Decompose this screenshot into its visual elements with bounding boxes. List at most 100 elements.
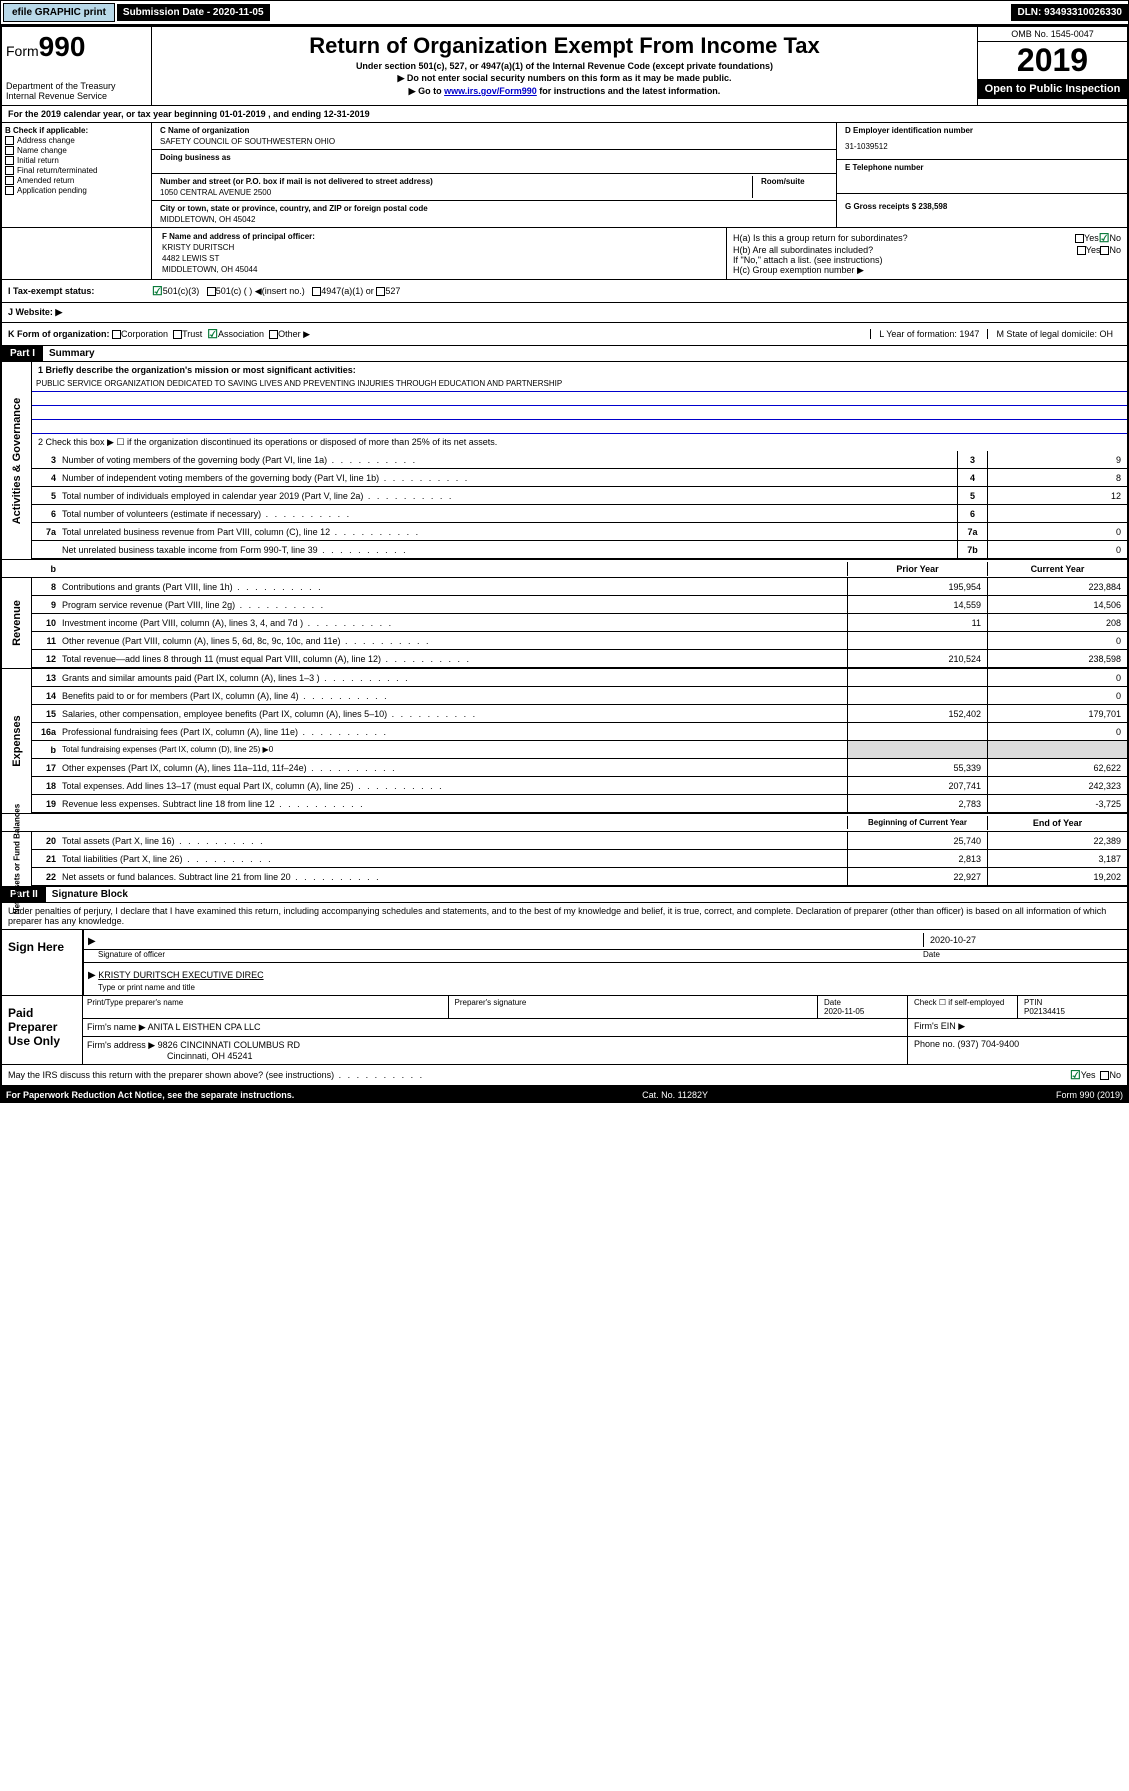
line2: 2 Check this box ▶ ☐ if the organization… — [32, 434, 1127, 451]
hb-yes-checkbox[interactable] — [1077, 246, 1086, 255]
line-current: 19,202 — [987, 868, 1127, 885]
efile-print-button[interactable]: efile GRAPHIC print — [3, 3, 115, 22]
opt-corp: Corporation — [121, 329, 168, 339]
tax-year-line: For the 2019 calendar year, or tax year … — [2, 106, 1127, 123]
line-text: Total number of individuals employed in … — [62, 489, 957, 503]
line-box: 7b — [957, 541, 987, 558]
footer-form: Form 990 (2019) — [1056, 1090, 1123, 1100]
hb-no-checkbox[interactable] — [1100, 246, 1109, 255]
label-amended: Amended return — [17, 176, 74, 185]
sig-date-label: Date — [923, 950, 1123, 959]
line-box: 3 — [957, 451, 987, 468]
checkbox-final-return[interactable] — [5, 166, 14, 175]
ptin-value: P02134415 — [1024, 1007, 1121, 1016]
col-current-year: Current Year — [987, 562, 1127, 576]
line-num: 11 — [32, 636, 62, 646]
checkbox-app-pending[interactable] — [5, 186, 14, 195]
line-text: Number of independent voting members of … — [62, 471, 957, 485]
label-initial-return: Initial return — [17, 156, 59, 165]
line-value: 12 — [987, 487, 1127, 504]
org-name-label: C Name of organization — [156, 125, 832, 136]
line-prior: 195,954 — [847, 578, 987, 595]
line-box: 7a — [957, 523, 987, 540]
opt-4947: 4947(a)(1) or — [321, 286, 374, 296]
sig-name-value: KRISTY DURITSCH EXECUTIVE DIREC — [98, 970, 263, 980]
line-text: Total expenses. Add lines 13–17 (must eq… — [62, 779, 847, 793]
ha-no: No — [1109, 233, 1121, 243]
line-text: Total assets (Part X, line 16) — [62, 834, 847, 848]
discuss-no-checkbox[interactable] — [1100, 1071, 1109, 1080]
line-num: 4 — [32, 473, 62, 483]
opt-501c-checkbox[interactable] — [207, 287, 216, 296]
label-final-return: Final return/terminated — [17, 166, 97, 175]
line-current: 242,323 — [987, 777, 1127, 794]
form-label: Form — [6, 43, 39, 59]
sig-arrow-2: ▶ — [88, 970, 96, 981]
line-current: 3,187 — [987, 850, 1127, 867]
line-num: 18 — [32, 781, 62, 791]
box-b-header: B Check if applicable: — [5, 126, 148, 135]
line-current: 14,506 — [987, 596, 1127, 613]
line-text: Total number of volunteers (estimate if … — [62, 507, 957, 521]
two-col-line: 12 Total revenue—add lines 8 through 11 … — [32, 650, 1127, 668]
firm-name-value: ANITA L EISTHEN CPA LLC — [148, 1022, 261, 1032]
irs-link[interactable]: www.irs.gov/Form990 — [444, 86, 537, 96]
perjury-statement: Under penalties of perjury, I declare th… — [2, 903, 1127, 930]
corp-checkbox[interactable] — [112, 330, 121, 339]
opt-4947-checkbox[interactable] — [312, 287, 321, 296]
two-col-line: 20 Total assets (Part X, line 16) 25,740… — [32, 832, 1127, 850]
form-number: 990 — [39, 31, 86, 62]
form-header: Form990 Department of the Treasury Inter… — [2, 27, 1127, 106]
line-num: 3 — [32, 455, 62, 465]
checkbox-address-change[interactable] — [5, 136, 14, 145]
two-col-line: b Total fundraising expenses (Part IX, c… — [32, 741, 1127, 759]
hb-no: No — [1109, 245, 1121, 255]
prep-date-label: Date — [824, 998, 901, 1007]
two-col-line: 21 Total liabilities (Part X, line 26) 2… — [32, 850, 1127, 868]
firm-city-value: Cincinnati, OH 45241 — [87, 1051, 253, 1061]
line-text: Net unrelated business taxable income fr… — [62, 543, 957, 557]
line-text: Program service revenue (Part VIII, line… — [62, 598, 847, 612]
ein-label: D Employer identification number — [841, 125, 1123, 136]
vside-expenses: Expenses — [11, 715, 23, 766]
two-col-line: 13 Grants and similar amounts paid (Part… — [32, 669, 1127, 687]
line-text: Grants and similar amounts paid (Part IX… — [62, 671, 847, 685]
checkbox-amended[interactable] — [5, 176, 14, 185]
footer-cat: Cat. No. 11282Y — [642, 1090, 708, 1100]
line-value: 8 — [987, 469, 1127, 486]
opt-527-checkbox[interactable] — [376, 287, 385, 296]
tax-year: 2019 — [978, 42, 1127, 79]
line-text: Other expenses (Part IX, column (A), lin… — [62, 761, 847, 775]
checkbox-initial-return[interactable] — [5, 156, 14, 165]
line-num: 19 — [32, 799, 62, 809]
part1-title: Summary — [43, 346, 101, 361]
label-name-change: Name change — [17, 146, 67, 155]
ha-yes-checkbox[interactable] — [1075, 234, 1084, 243]
line-current: -3,725 — [987, 795, 1127, 812]
line-current: 208 — [987, 614, 1127, 631]
checkbox-name-change[interactable] — [5, 146, 14, 155]
line-prior: 152,402 — [847, 705, 987, 722]
line-num: 15 — [32, 709, 62, 719]
other-checkbox[interactable] — [269, 330, 278, 339]
summary-line: 3 Number of voting members of the govern… — [32, 451, 1127, 469]
line-text: Professional fundraising fees (Part IX, … — [62, 725, 847, 739]
ha-label: H(a) Is this a group return for subordin… — [733, 233, 1075, 243]
box-i-label: I Tax-exempt status: — [8, 286, 152, 296]
line-prior: 25,740 — [847, 832, 987, 849]
summary-line: 6 Total number of volunteers (estimate i… — [32, 505, 1127, 523]
line-prior: 207,741 — [847, 777, 987, 794]
two-col-line: 15 Salaries, other compensation, employe… — [32, 705, 1127, 723]
prep-check-label: Check ☐ if self-employed — [907, 996, 1017, 1018]
addr-label: Number and street (or P.O. box if mail i… — [156, 176, 752, 187]
two-col-line: 18 Total expenses. Add lines 13–17 (must… — [32, 777, 1127, 795]
trust-checkbox[interactable] — [173, 330, 182, 339]
box-m: M State of legal domicile: OH — [987, 329, 1121, 339]
two-col-line: 14 Benefits paid to or for members (Part… — [32, 687, 1127, 705]
line-value: 0 — [987, 523, 1127, 540]
opt-other: Other ▶ — [278, 329, 310, 340]
col-end-year: End of Year — [987, 816, 1127, 830]
ptin-label: PTIN — [1024, 998, 1121, 1007]
line-value — [987, 505, 1127, 522]
hb-yes: Yes — [1086, 245, 1101, 255]
